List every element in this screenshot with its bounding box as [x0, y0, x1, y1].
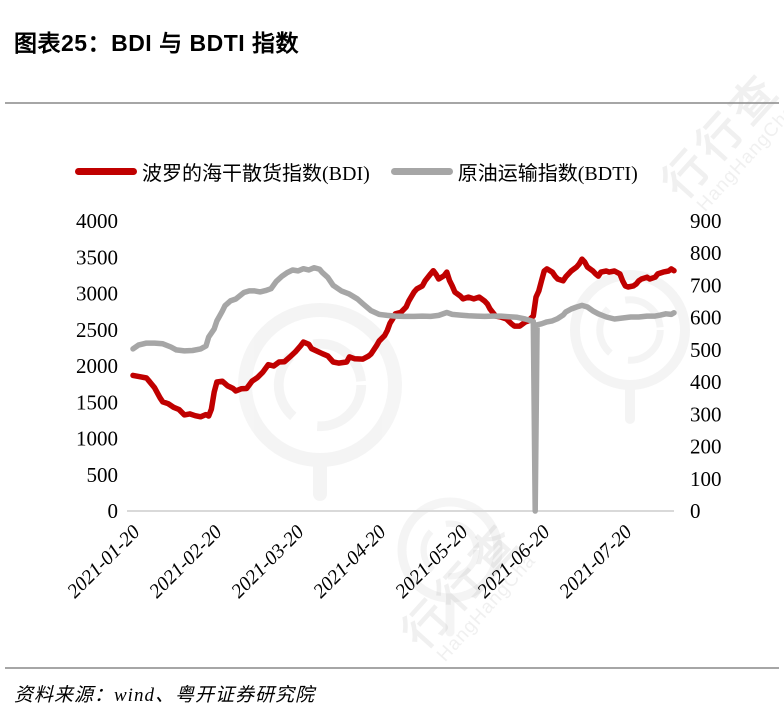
svg-text:800: 800: [690, 241, 722, 265]
svg-text:2021-02-20: 2021-02-20: [145, 521, 227, 603]
chart-legend: 波罗的海干散货指数(BDI) 原油运输指数(BDTI): [75, 157, 638, 186]
bdi-line-swatch: [75, 168, 137, 175]
svg-text:500: 500: [690, 338, 722, 362]
legend-label-bdti: 原油运输指数(BDTI): [457, 163, 638, 185]
svg-text:700: 700: [690, 273, 722, 297]
source-note: 资料来源：wind、粤开证券研究院: [14, 685, 315, 706]
legend-label-bdi: 波罗的海干散货指数(BDI): [142, 163, 370, 185]
svg-text:2000: 2000: [76, 354, 118, 378]
svg-text:1500: 1500: [76, 390, 118, 414]
svg-text:2021-04-20: 2021-04-20: [309, 521, 391, 603]
svg-text:0: 0: [690, 499, 701, 523]
bottom-divider: [5, 667, 779, 669]
legend-item-bdi: 波罗的海干散货指数(BDI): [75, 157, 370, 186]
svg-text:600: 600: [690, 306, 722, 330]
svg-text:0: 0: [108, 499, 119, 523]
svg-text:2021-06-20: 2021-06-20: [473, 521, 555, 603]
svg-text:900: 900: [690, 209, 722, 233]
bdti-line-swatch: [390, 168, 453, 175]
svg-text:2500: 2500: [76, 318, 118, 342]
figure-title: 图表25：BDI 与 BDTI 指数: [14, 30, 300, 56]
svg-text:2021-01-20: 2021-01-20: [63, 521, 145, 603]
svg-text:400: 400: [690, 370, 722, 394]
svg-text:100: 100: [690, 467, 722, 491]
top-divider: [5, 102, 779, 104]
svg-text:1000: 1000: [76, 427, 118, 451]
svg-text:300: 300: [690, 402, 722, 426]
svg-text:3000: 3000: [76, 282, 118, 306]
svg-text:500: 500: [87, 463, 119, 487]
svg-text:3500: 3500: [76, 245, 118, 269]
svg-text:200: 200: [690, 435, 722, 459]
svg-text:2021-03-20: 2021-03-20: [227, 521, 309, 603]
bdi-bdti-line-chart: 0 500 1000 1500 2000 2500 3000 3500 4000 0 100 200 3…: [63, 209, 722, 637]
svg-text:4000: 4000: [76, 209, 118, 233]
svg-text:2021-07-20: 2021-07-20: [555, 521, 637, 603]
legend-item-bdti: 原油运输指数(BDTI): [390, 157, 638, 186]
